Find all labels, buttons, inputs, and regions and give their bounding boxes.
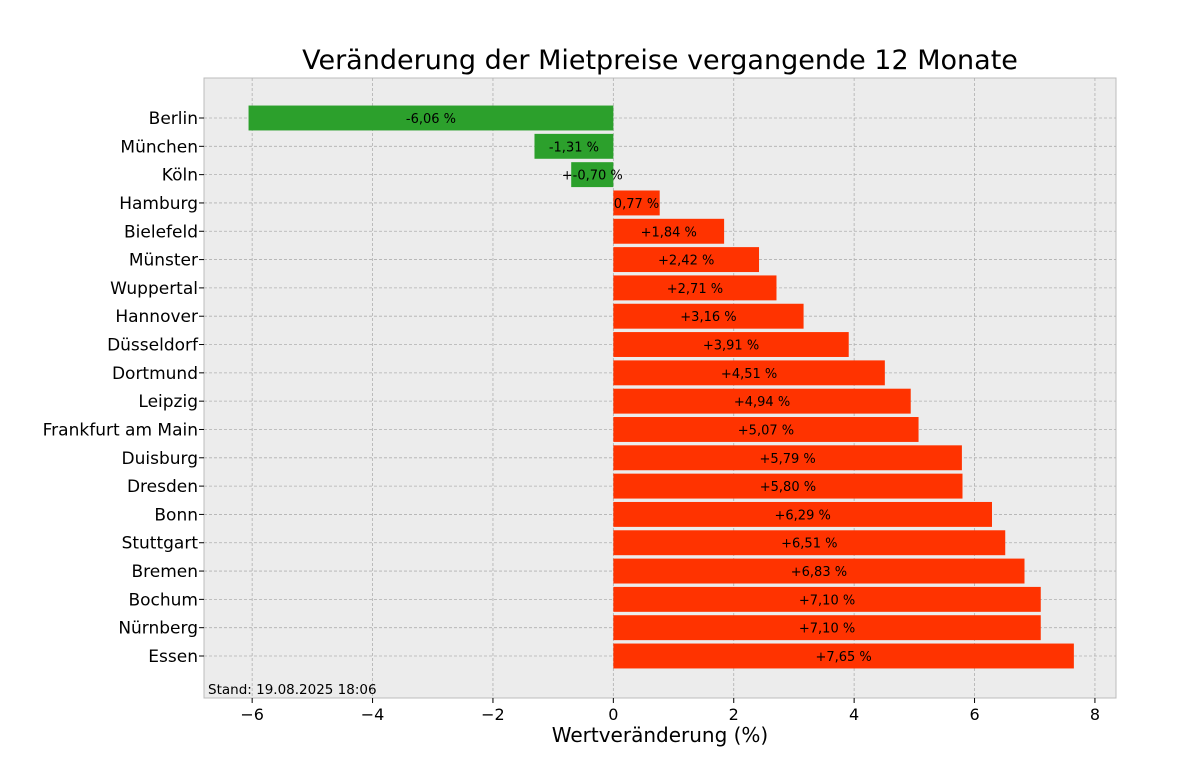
bar <box>613 218 725 244</box>
bar <box>613 190 660 216</box>
bar-value-label: +4,94 % <box>734 395 790 410</box>
bar-value-label: 0,77 % <box>614 197 659 212</box>
category-label: Bremen <box>131 562 198 582</box>
category-label: Berlin <box>149 109 198 129</box>
category-label: Bielefeld <box>124 222 198 242</box>
bar <box>613 558 1025 584</box>
bar-value-label: +7,10 % <box>799 622 855 637</box>
bar-value-label: -1,31 % <box>549 140 599 155</box>
category-label: Essen <box>148 647 198 667</box>
data-labels: -6,06 % -1,31 % +-0,70 % 0,77 % +1,84 % +2,42… <box>406 112 872 665</box>
bar-value-label: +5,07 % <box>738 423 794 438</box>
chart-title: Veränderung der Mietpreise vergangende 1… <box>302 45 1018 76</box>
x-tick-label: −4 <box>361 705 385 724</box>
bar-value-label: +3,16 % <box>680 310 736 325</box>
bar-value-label: +3,91 % <box>703 339 759 354</box>
x-tick-label: −2 <box>481 705 505 724</box>
bar <box>613 360 885 386</box>
x-tick-label: 6 <box>969 705 979 724</box>
category-label: Duisburg <box>122 449 199 469</box>
bar <box>571 162 614 188</box>
bar-value-label: +6,29 % <box>775 508 831 523</box>
bar <box>613 445 962 471</box>
x-tick-label: 0 <box>608 705 618 724</box>
bar-value-label: +2,71 % <box>667 282 723 297</box>
bar-value-label: +6,83 % <box>791 565 847 580</box>
category-label: Leipzig <box>138 392 198 412</box>
bar <box>613 332 849 357</box>
category-label: Bonn <box>154 505 198 525</box>
bar <box>613 417 919 442</box>
category-label: Hannover <box>115 307 198 327</box>
category-label: Frankfurt am Main <box>43 420 198 440</box>
bar <box>613 643 1074 669</box>
bar-value-label: +2,42 % <box>658 254 714 269</box>
bar <box>613 586 1041 612</box>
x-tick-label: 2 <box>729 705 739 724</box>
bar <box>613 388 911 414</box>
bar <box>248 105 614 131</box>
category-label: Wuppertal <box>110 279 198 299</box>
bar-value-label: +7,10 % <box>799 593 855 608</box>
x-tick-label: 4 <box>849 705 859 724</box>
category-labels: Berlin München Köln Hamburg Bielefeld Münster… <box>43 109 204 667</box>
bar <box>613 275 777 301</box>
category-label: München <box>120 137 198 157</box>
bar <box>613 303 804 329</box>
timestamp-note: Stand: 19.08.2025 18:06 <box>208 682 377 698</box>
bar-value-label: +-0,70 % <box>562 169 623 184</box>
bar <box>613 501 992 527</box>
x-axis-label: Wertveränderung (%) <box>552 723 769 747</box>
category-label: Dresden <box>127 477 198 497</box>
bar-value-label: +4,51 % <box>721 367 777 382</box>
category-label: Köln <box>162 166 198 186</box>
category-label: Düsseldorf <box>107 336 199 356</box>
category-label: Nürnberg <box>118 619 198 639</box>
bar-value-label: +5,80 % <box>760 480 816 495</box>
category-label: Münster <box>129 251 198 271</box>
bar-value-label: +7,65 % <box>815 650 871 665</box>
category-label: Hamburg <box>119 194 198 214</box>
category-label: Bochum <box>128 590 198 610</box>
x-tick-label: 8 <box>1090 705 1100 724</box>
bar <box>613 247 760 273</box>
category-label: Dortmund <box>112 364 198 384</box>
x-tick-labels: −6 −4 −2 0 2 4 6 8 <box>240 698 1100 724</box>
bar-value-label: +5,79 % <box>759 452 815 467</box>
bar <box>613 473 963 499</box>
bar <box>613 615 1041 641</box>
bar <box>613 530 1006 556</box>
bar <box>534 133 614 159</box>
x-tick-label: −6 <box>240 705 264 724</box>
bar-value-label: +6,51 % <box>781 537 837 552</box>
category-label: Stuttgart <box>122 534 199 554</box>
bar-value-label: +1,84 % <box>641 225 697 240</box>
bar-value-label: -6,06 % <box>406 112 456 127</box>
bars <box>248 105 1074 669</box>
